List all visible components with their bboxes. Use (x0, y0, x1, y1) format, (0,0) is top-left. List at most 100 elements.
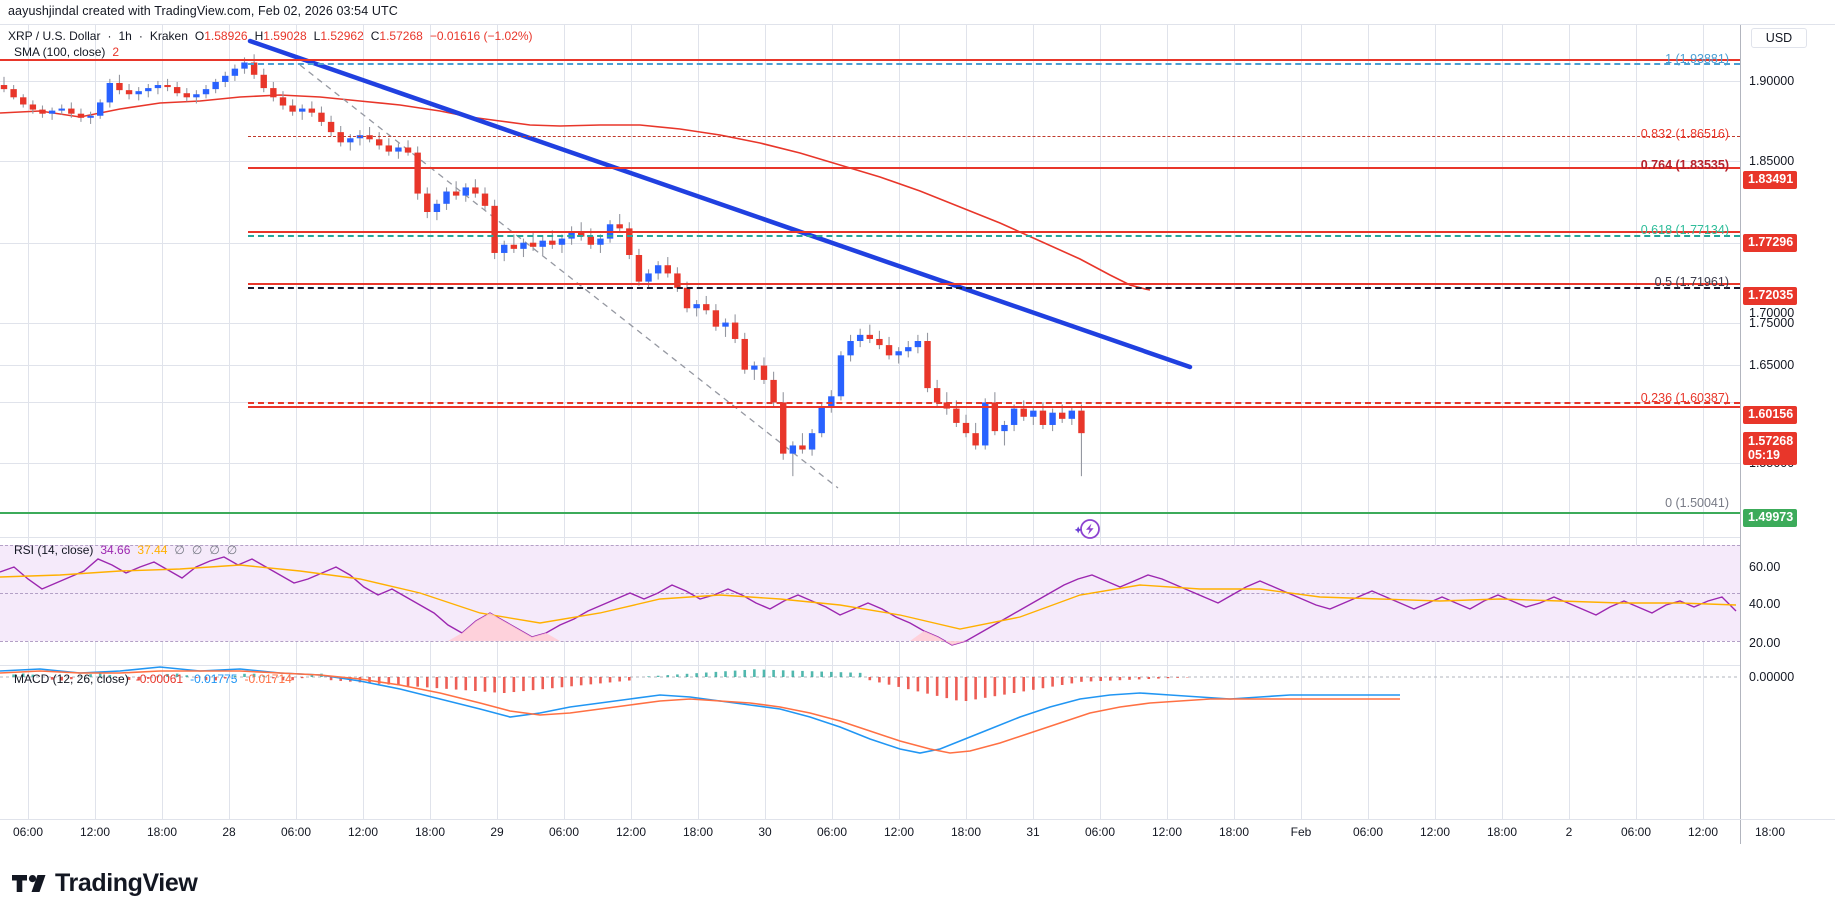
macd-hist-bar (608, 677, 612, 683)
macd-histogram (12, 669, 1189, 701)
price-badge-resistance-3: 1.72035 (1743, 287, 1798, 305)
candle-body (1020, 408, 1027, 417)
candle-body (982, 402, 989, 446)
tradingview-logo[interactable]: TradingView (12, 869, 198, 898)
time-tick: 30 (758, 825, 772, 839)
macd-hist-bar (830, 671, 833, 677)
fib-line-0618 (248, 231, 1740, 233)
rsi-line (0, 556, 1737, 646)
macd-hist-bar (1176, 677, 1179, 678)
time-tick: 18:00 (682, 825, 714, 839)
price-tick: 1.85000 (1749, 154, 1795, 168)
macd-hist-bar (781, 670, 785, 677)
macd-hist-bar (502, 677, 506, 693)
ai-lightning-icon[interactable] (1073, 517, 1101, 541)
macd-hist-bar (300, 677, 304, 679)
candle-body (433, 203, 441, 212)
candle-body (895, 351, 902, 356)
macd-signal-line (0, 670, 1400, 754)
currency-badge[interactable]: USD (1751, 28, 1807, 48)
candle-body (68, 108, 75, 114)
macd-hist-bar (1060, 677, 1064, 685)
candle-body (635, 254, 643, 282)
blue-downtrend-line (247, 38, 1193, 370)
macd-hist-bar (12, 674, 15, 677)
candle-body (135, 91, 142, 95)
fib-line-0618-dash (248, 235, 1740, 237)
macd-hist-bar (858, 672, 862, 677)
rsi-upper-band-line (0, 545, 1740, 546)
macd-hist-bar (1032, 677, 1035, 690)
candle-body (173, 87, 181, 94)
candle-body (1059, 412, 1066, 419)
macd-hist-bar (454, 677, 458, 690)
price-badge-current-price[interactable]: 1.57268 05:19 (1743, 432, 1798, 465)
candle-body (443, 191, 450, 204)
macd-hist-bar (628, 677, 631, 681)
candle-body (914, 341, 922, 348)
macd-hist-bar (233, 675, 237, 677)
candle-body (472, 187, 479, 194)
macd-hist-bar (1003, 677, 1006, 695)
macd-hist-bar (714, 671, 718, 677)
candle-body (212, 81, 219, 90)
time-tick: 31 (1026, 825, 1040, 839)
macd-hist-bar (791, 670, 795, 677)
macd-hist-bar (589, 677, 593, 685)
macd-hist-bar (89, 674, 92, 677)
candle-body (164, 85, 171, 88)
plot-area[interactable]: 1 (1.93881) 0.832 (1.86516) 0.764 (1.835… (0, 25, 1740, 819)
fib-line-0764 (248, 167, 1740, 169)
macd-hist-bar (1022, 677, 1026, 692)
time-tick: 06:00 (1620, 825, 1652, 839)
candle-body (1049, 412, 1056, 425)
candle-body (145, 88, 152, 92)
macd-hist-bar (531, 677, 535, 691)
fib-label-0618: 0.618 (1.77134) (1640, 223, 1729, 237)
candle-body (202, 89, 210, 95)
time-tick: 06:00 (1352, 825, 1384, 839)
macd-hist-bar (897, 677, 900, 687)
time-axis[interactable]: 06:00 12:00 18:00 28 06:00 12:00 18:00 29 06:00 1… (0, 819, 1835, 844)
rsi-pane-separator (0, 537, 1740, 538)
macd-hist-bar (647, 676, 650, 677)
macd-hist-bar (1080, 677, 1083, 682)
macd-hist-bar (1128, 677, 1131, 680)
current-price-time: 05:19 (1748, 448, 1780, 462)
time-tick: 2 (1565, 825, 1573, 839)
candle-body (1068, 410, 1076, 419)
macd-hist-bar (512, 677, 516, 693)
candle-body (760, 365, 768, 380)
price-axis[interactable]: USD 1.90000 1.85000 1.80000 1.75000 1.70… (1740, 25, 1835, 819)
time-tick: 18:00 (1754, 825, 1786, 839)
macd-hist-bar (1137, 677, 1141, 680)
macd-hist-bar (387, 677, 391, 685)
macd-hist-bar (810, 671, 814, 677)
price-badge-support-green: 1.49973 (1743, 509, 1798, 527)
candle-body (183, 93, 190, 98)
macd-hist-bar (887, 677, 891, 685)
candle-body (924, 341, 931, 389)
rsi-tick: 60.00 (1749, 560, 1781, 574)
candle-body (751, 365, 758, 370)
candle-body (741, 338, 748, 370)
macd-hist-bar (156, 676, 160, 677)
candle-body (549, 240, 556, 245)
candle-body (674, 273, 681, 288)
macd-hist-bar (291, 677, 294, 681)
candle-body (1010, 408, 1018, 425)
macd-hist-bar (926, 677, 929, 694)
rsi-oversold-fill-2 (910, 631, 966, 645)
macd-hist-bar (724, 671, 727, 677)
macd-hist-bar (685, 673, 689, 677)
macd-hist-bar (445, 677, 448, 689)
candle-body (558, 238, 566, 245)
macd-hist-bar (329, 677, 333, 681)
rsi-ma-line (0, 564, 1737, 630)
fib-line-0832 (248, 136, 1740, 137)
chart-frame: 1 (1.93881) 0.832 (1.86516) 0.764 (1.835… (0, 24, 1835, 844)
candle-body (260, 74, 267, 89)
price-tick: 1.70000 (1749, 306, 1795, 320)
macd-hist-bar (185, 675, 189, 677)
macd-hist-bar (425, 677, 429, 688)
